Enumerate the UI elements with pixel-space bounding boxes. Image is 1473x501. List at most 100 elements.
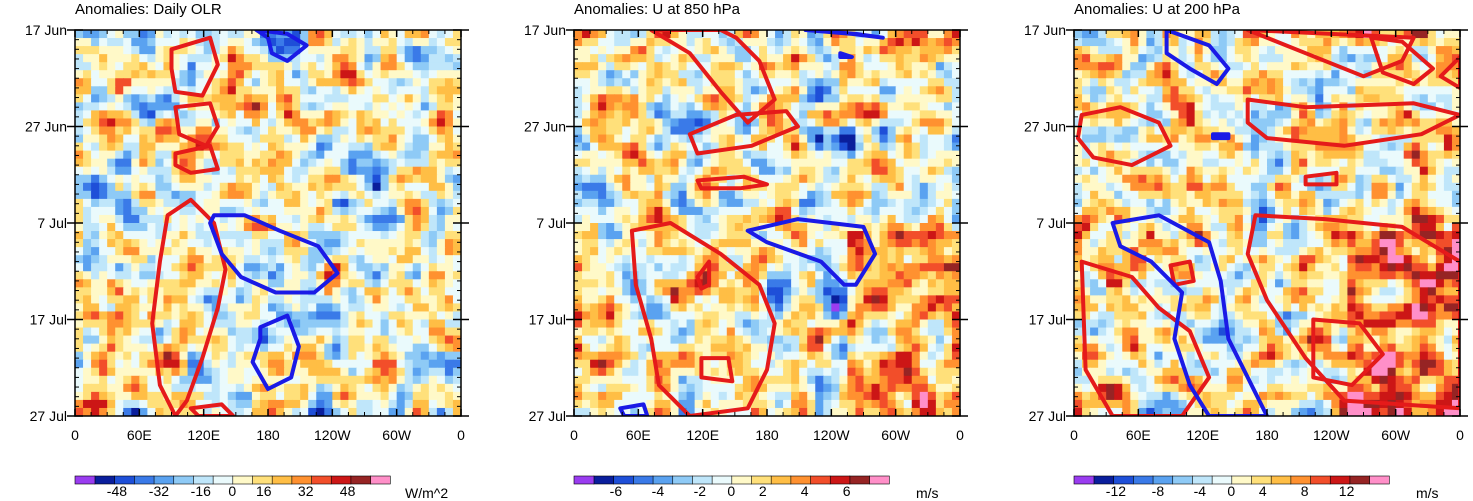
field-cell [919, 78, 929, 87]
field-cell [662, 255, 672, 264]
field-cell [758, 319, 768, 329]
field-cell [340, 134, 350, 144]
field-cell [783, 174, 792, 184]
field-cell [284, 62, 293, 71]
field-cell [259, 279, 269, 288]
field-cell [243, 383, 253, 393]
field-cell [235, 126, 245, 136]
field-cell [91, 110, 100, 120]
field-cell [211, 247, 221, 256]
field-cell [404, 190, 414, 200]
field-cell [590, 399, 599, 409]
field-cell [614, 158, 623, 168]
field-cell [171, 367, 181, 377]
field-cell [203, 271, 213, 280]
field-cell [638, 375, 647, 385]
field-cell [364, 198, 374, 208]
field-cell [815, 359, 824, 369]
field-cell [911, 407, 921, 416]
field-cell [887, 255, 897, 264]
field-cell [332, 367, 341, 377]
field-cell [436, 311, 446, 321]
field-cell [444, 271, 454, 280]
field-cell [380, 62, 390, 71]
field-cell [654, 70, 664, 79]
field-cell [831, 359, 840, 369]
field-cell [187, 335, 197, 345]
field-cell [235, 263, 245, 272]
field-cell [775, 150, 784, 160]
field-cell [638, 94, 647, 103]
field-cell [598, 287, 607, 296]
field-cell [444, 150, 454, 160]
field-cell [251, 126, 261, 136]
field-cell [630, 126, 639, 136]
field-cell [750, 102, 760, 112]
field-cell [444, 399, 454, 409]
field-cell [887, 343, 897, 353]
field-cell [622, 126, 631, 136]
field-cell [775, 343, 784, 353]
y-tick-label: 27 Jun [25, 119, 67, 135]
field-cell [694, 110, 704, 120]
field-cell [412, 247, 422, 256]
field-cell [444, 46, 454, 55]
field-cell [332, 46, 341, 55]
field-cell [163, 78, 173, 87]
field-cell [574, 54, 583, 63]
field-cell [943, 399, 953, 409]
field-cell [171, 38, 181, 47]
field-cell [662, 391, 672, 401]
field-cell [195, 375, 205, 385]
field-cell [243, 343, 253, 353]
field-cell [284, 142, 293, 152]
field-cell [388, 279, 398, 288]
field-cell [83, 287, 92, 296]
field-cell [710, 126, 720, 136]
field-cell [372, 375, 382, 385]
field-cell [388, 391, 398, 401]
field-cell [243, 46, 253, 55]
field-cell [292, 279, 301, 288]
field-cell [630, 54, 639, 63]
field-cell [203, 94, 213, 103]
field-cell [951, 223, 960, 232]
field-cell [348, 134, 358, 144]
field-cell [847, 174, 857, 184]
field-cell [951, 375, 960, 385]
field-cell [396, 271, 406, 280]
field-cell [251, 86, 261, 95]
field-cell [855, 214, 865, 224]
field-cell [791, 102, 800, 112]
field-cell [203, 62, 213, 71]
field-cell [758, 407, 768, 416]
field-cell [807, 118, 816, 128]
field-cell [670, 359, 680, 369]
field-cell [702, 295, 712, 305]
field-cell [775, 303, 784, 313]
field-cell [292, 263, 301, 272]
field-cell [83, 343, 92, 353]
field-cell [452, 46, 461, 55]
field-cell [452, 70, 461, 79]
colorbar-swatch [370, 475, 391, 485]
field-cell [444, 247, 454, 256]
field-cell [839, 150, 849, 160]
field-cell [791, 359, 800, 369]
field-cell [364, 247, 374, 256]
field-cell [903, 70, 913, 79]
field-cell [871, 94, 881, 103]
field-cell [710, 158, 720, 168]
field-cell [187, 30, 197, 39]
field-cell [284, 391, 293, 401]
field-cell [364, 295, 374, 305]
field-cell [943, 279, 953, 288]
field-cell [292, 327, 301, 337]
field-cell [718, 30, 728, 39]
field-cell [622, 150, 631, 160]
field-cell [927, 351, 937, 361]
field-cell [887, 367, 897, 377]
field-cell [340, 391, 350, 401]
field-cell [702, 190, 712, 200]
field-cell [646, 102, 656, 112]
